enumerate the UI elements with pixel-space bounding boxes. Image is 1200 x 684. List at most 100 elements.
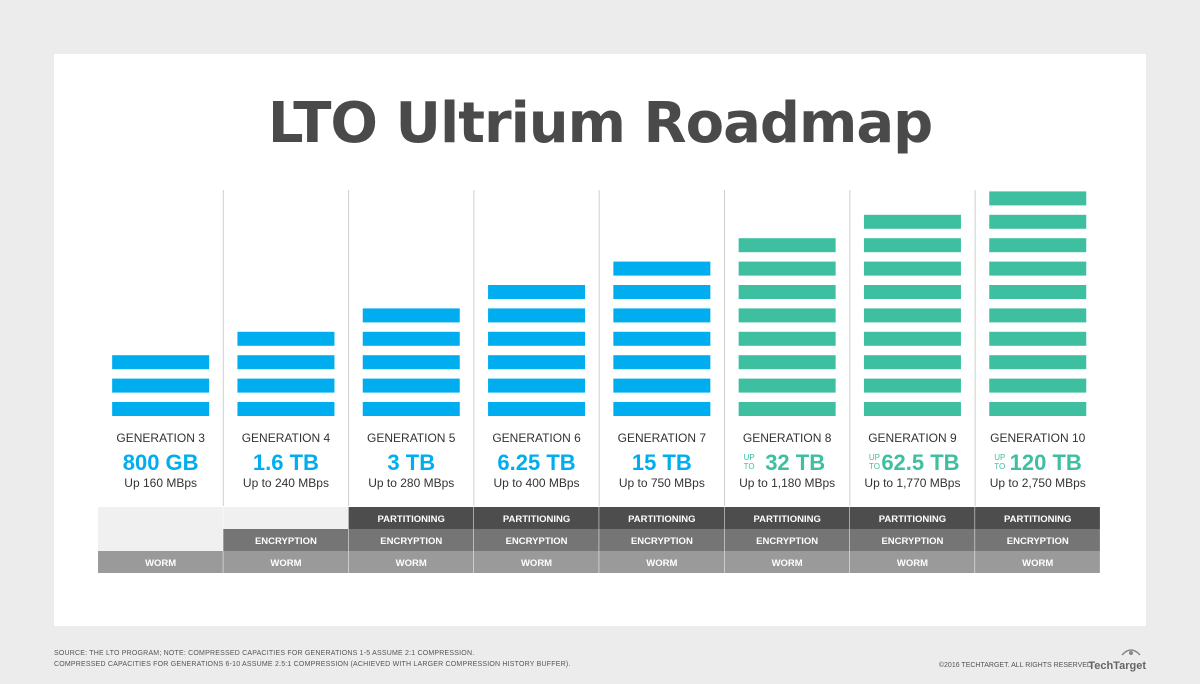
tape-stripe (738, 308, 836, 323)
worm-cell (849, 551, 976, 573)
tape-stripe (613, 308, 711, 323)
encryption-cell (348, 529, 474, 551)
speed-label: Up to 240 MBps (243, 476, 329, 490)
encryption-label: ENCRYPTION (756, 536, 818, 547)
worm-cell (223, 551, 349, 573)
tape-stripe (989, 238, 1087, 253)
worm-cell (975, 551, 1101, 573)
tape-stripe (613, 285, 711, 299)
partitioning-label: PARTITIONING (753, 514, 820, 525)
chart-title: LTO Ultrium Roadmap (267, 91, 933, 156)
partitioning-cell (599, 507, 725, 529)
tape-stripe (362, 402, 460, 416)
speed-label: Up to 280 MBps (368, 476, 454, 490)
generation-label: GENERATION 8 (743, 431, 832, 445)
tape-stripe (738, 402, 836, 416)
tape-stripe (112, 402, 210, 416)
worm-cell (724, 551, 850, 573)
tape-stripe (613, 402, 711, 416)
tape-stripe (989, 191, 1087, 206)
encryption-label: ENCRYPTION (380, 536, 442, 547)
worm-label: WORM (270, 558, 301, 569)
speed-label: Up 160 MBps (124, 476, 197, 490)
tape-stripe (863, 214, 961, 229)
capacity-value: 15 TB (632, 450, 692, 475)
techtarget-logo-icon (1121, 649, 1141, 656)
tape-stripe (362, 355, 460, 370)
capacity-value: 32 TB (765, 450, 825, 475)
encryption-cell (98, 529, 224, 551)
tape-stripe (738, 331, 836, 346)
tape-stripe (989, 378, 1087, 393)
tape-stripe (488, 355, 586, 370)
worm-label: WORM (897, 558, 928, 569)
generation-label: GENERATION 6 (492, 431, 581, 445)
tape-stripe (613, 378, 711, 393)
encryption-cell (599, 529, 725, 551)
worm-label: WORM (396, 558, 427, 569)
capacity-value: 800 GB (123, 450, 199, 475)
tape-stripe (237, 331, 335, 346)
capacity-value: 6.25 TB (497, 450, 575, 475)
tape-stripe (738, 285, 836, 299)
tape-stripe (863, 355, 961, 370)
capacity-value: 1.6 TB (253, 450, 319, 475)
worm-cell (473, 551, 600, 573)
tape-stripe (738, 378, 836, 393)
partitioning-label: PARTITIONING (503, 514, 570, 525)
partitioning-cell (849, 507, 976, 529)
generation-label: GENERATION 7 (618, 431, 707, 445)
worm-label: WORM (646, 558, 677, 569)
tape-stripe (863, 238, 961, 253)
encryption-cell (724, 529, 850, 551)
partitioning-label: PARTITIONING (879, 514, 946, 525)
tape-stripe (989, 214, 1087, 229)
tape-stripe (989, 402, 1087, 416)
tape-stripe (989, 331, 1087, 346)
tape-stripe (989, 285, 1087, 299)
capacity-prefix: UP TO (869, 453, 880, 471)
encryption-cell (975, 529, 1101, 551)
tape-stripe (362, 331, 460, 346)
tape-stripe (613, 355, 711, 370)
source-note-line-1: Source: The LTO Program; Note: Compresse… (54, 650, 475, 657)
encryption-label: ENCRYPTION (631, 536, 693, 547)
speed-label: Up to 1,770 MBps (864, 476, 960, 490)
tape-stripe (989, 261, 1087, 276)
brand-name: TechTarget (1088, 660, 1146, 672)
encryption-cell (849, 529, 976, 551)
source-note-line-2: Compressed capacities for generations 6-… (54, 661, 571, 668)
tape-stripe (613, 331, 711, 346)
generation-label: GENERATION 10 (990, 431, 1085, 445)
encryption-label: ENCRYPTION (881, 536, 943, 547)
tape-stripe (989, 355, 1087, 370)
generation-label: GENERATION 5 (367, 431, 456, 445)
tape-stripe (488, 378, 586, 393)
worm-label: WORM (521, 558, 552, 569)
copyright-text: ©2016 TechTarget. All Rights Reserved (938, 662, 1092, 669)
capacity-value: 120 TB (1010, 450, 1082, 475)
encryption-label: ENCRYPTION (1007, 536, 1069, 547)
tape-stripe (362, 308, 460, 323)
tape-stripe (989, 308, 1087, 323)
capacity-value: 3 TB (387, 450, 435, 475)
partitioning-label: PARTITIONING (628, 514, 695, 525)
partitioning-cell (348, 507, 474, 529)
worm-label: WORM (145, 558, 176, 569)
speed-label: Up to 400 MBps (494, 476, 580, 490)
speed-label: Up to 2,750 MBps (990, 476, 1086, 490)
tape-stripe (237, 355, 335, 370)
speed-label: Up to 750 MBps (619, 476, 705, 490)
partitioning-cell (724, 507, 850, 529)
tape-stripe (863, 261, 961, 276)
partitioning-cell (473, 507, 600, 529)
partitioning-label: PARTITIONING (378, 514, 445, 525)
generation-label: GENERATION 9 (868, 431, 957, 445)
tape-stripe (863, 402, 961, 416)
worm-cell (98, 551, 224, 573)
tape-stripe (112, 378, 210, 393)
generation-label: GENERATION 3 (116, 431, 205, 445)
tape-stripe (863, 378, 961, 393)
encryption-cell (473, 529, 600, 551)
